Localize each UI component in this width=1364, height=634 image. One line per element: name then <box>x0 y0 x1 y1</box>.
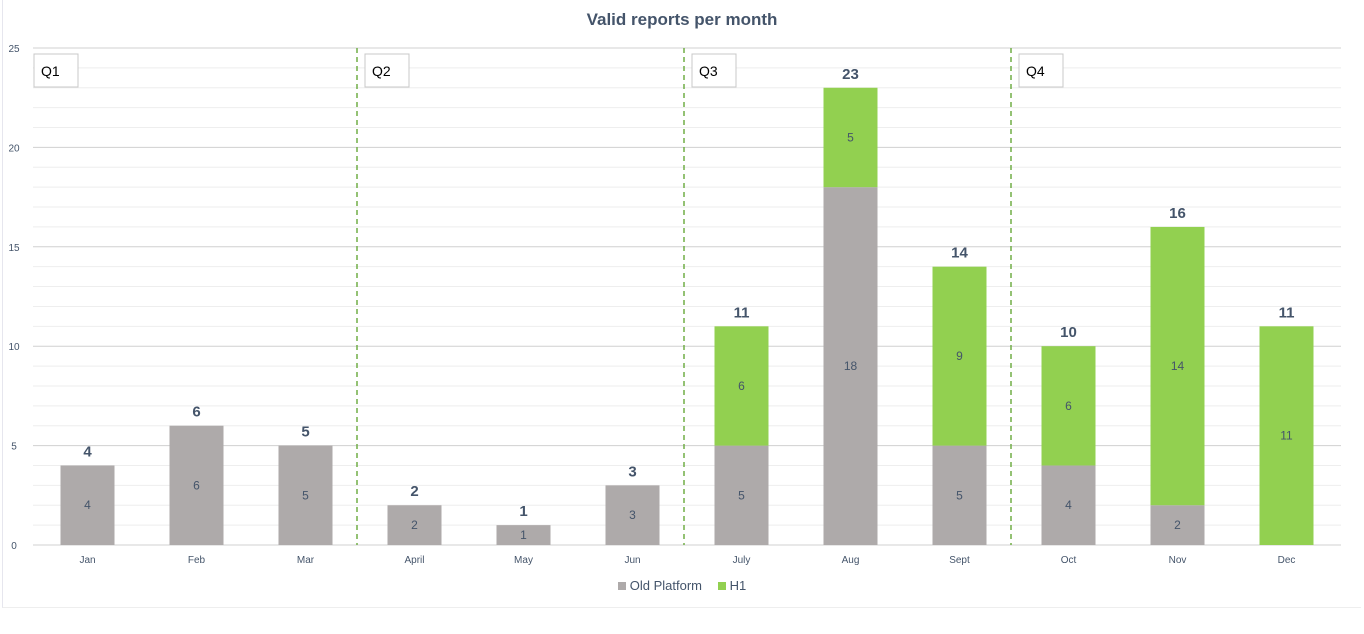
quarter-label-box <box>364 53 410 88</box>
total-label: 11 <box>734 304 750 321</box>
y-tick-label: 15 <box>8 243 20 254</box>
bar-h1 <box>823 87 878 188</box>
bar-old-platform <box>1150 505 1205 545</box>
chart-title: Valid reports per month <box>586 10 778 29</box>
total-label: 10 <box>1060 324 1077 341</box>
quarter-label-box <box>1018 53 1064 88</box>
quarter-label: Q3 <box>699 63 718 79</box>
bar-h1 <box>1041 346 1096 466</box>
total-label: 5 <box>301 424 309 441</box>
total-label: 6 <box>192 404 200 421</box>
quarter-label-box <box>691 53 737 88</box>
x-tick-label: Sept <box>949 555 970 566</box>
x-tick-label: July <box>733 555 751 566</box>
bar-data-label: 4 <box>1065 498 1072 512</box>
y-tick-label: 20 <box>8 143 20 154</box>
bar-data-label: 5 <box>956 488 963 502</box>
bar-data-label: 14 <box>1171 359 1185 373</box>
x-tick-label: Jan <box>79 555 95 566</box>
bar-old-platform <box>605 485 660 545</box>
total-label: 4 <box>83 443 92 460</box>
quarter-label: Q1 <box>41 63 60 79</box>
y-tick-label: 25 <box>8 44 20 55</box>
x-tick-label: Aug <box>842 555 860 566</box>
bar-old-platform <box>714 445 769 545</box>
x-tick-label: May <box>514 555 533 566</box>
x-tick-label: April <box>404 555 424 566</box>
bar-data-label: 11 <box>1280 429 1293 443</box>
bar-data-label: 2 <box>411 518 418 532</box>
bar-data-label: 5 <box>302 488 309 502</box>
total-label: 2 <box>410 483 418 500</box>
bar-old-platform <box>60 465 115 545</box>
bar-data-label: 3 <box>629 508 636 522</box>
chart-frame <box>2 0 1361 608</box>
bar-data-label: 6 <box>193 478 200 492</box>
quarter-label: Q4 <box>1026 63 1045 79</box>
bar-old-platform <box>169 425 224 545</box>
x-tick-label: Dec <box>1278 555 1296 566</box>
bar-data-label: 5 <box>847 130 854 144</box>
total-label: 11 <box>1279 304 1295 321</box>
legend-label: Old Platform <box>629 578 702 593</box>
bar-old-platform <box>823 187 878 545</box>
bar-data-label: 1 <box>520 528 527 542</box>
bar-old-platform <box>387 505 442 545</box>
x-tick-label: Nov <box>1169 555 1187 566</box>
bar-h1 <box>932 266 987 446</box>
legend-swatch <box>717 582 726 590</box>
legend: Old Platform H1 <box>0 578 1364 593</box>
y-tick-label: 0 <box>11 541 17 552</box>
total-label: 23 <box>842 66 859 83</box>
bar-data-label: 6 <box>738 379 745 393</box>
x-tick-label: Oct <box>1061 555 1077 566</box>
bar-old-platform <box>496 525 551 545</box>
total-label: 16 <box>1169 205 1186 222</box>
legend-item-old-platform: Old Platform <box>617 578 702 593</box>
x-tick-label: Jun <box>624 555 640 566</box>
bar-old-platform <box>278 445 333 545</box>
y-tick-label: 5 <box>11 442 17 453</box>
bar-data-label: 6 <box>1065 399 1072 413</box>
legend-label: H1 <box>729 578 747 593</box>
bar-h1 <box>714 326 769 446</box>
quarter-label-box <box>33 53 79 88</box>
bar-data-label: 4 <box>84 498 91 512</box>
bar-h1 <box>1259 326 1314 545</box>
y-tick-label: 10 <box>8 342 20 353</box>
total-label: 1 <box>519 503 527 520</box>
bar-data-label: 9 <box>956 349 963 363</box>
bar-old-platform <box>1041 465 1096 545</box>
legend-item-h1: H1 <box>717 578 747 593</box>
bar-h1 <box>1150 226 1205 506</box>
bar-data-label: 18 <box>844 359 858 373</box>
total-label: 14 <box>951 245 968 262</box>
legend-swatch <box>617 582 626 590</box>
x-tick-label: Mar <box>297 555 315 566</box>
x-tick-label: Feb <box>188 555 206 566</box>
bar-old-platform <box>932 445 987 545</box>
quarter-label: Q2 <box>372 63 391 79</box>
bar-data-label: 2 <box>1174 518 1181 532</box>
bar-data-label: 5 <box>738 488 745 502</box>
total-label: 3 <box>628 463 636 480</box>
